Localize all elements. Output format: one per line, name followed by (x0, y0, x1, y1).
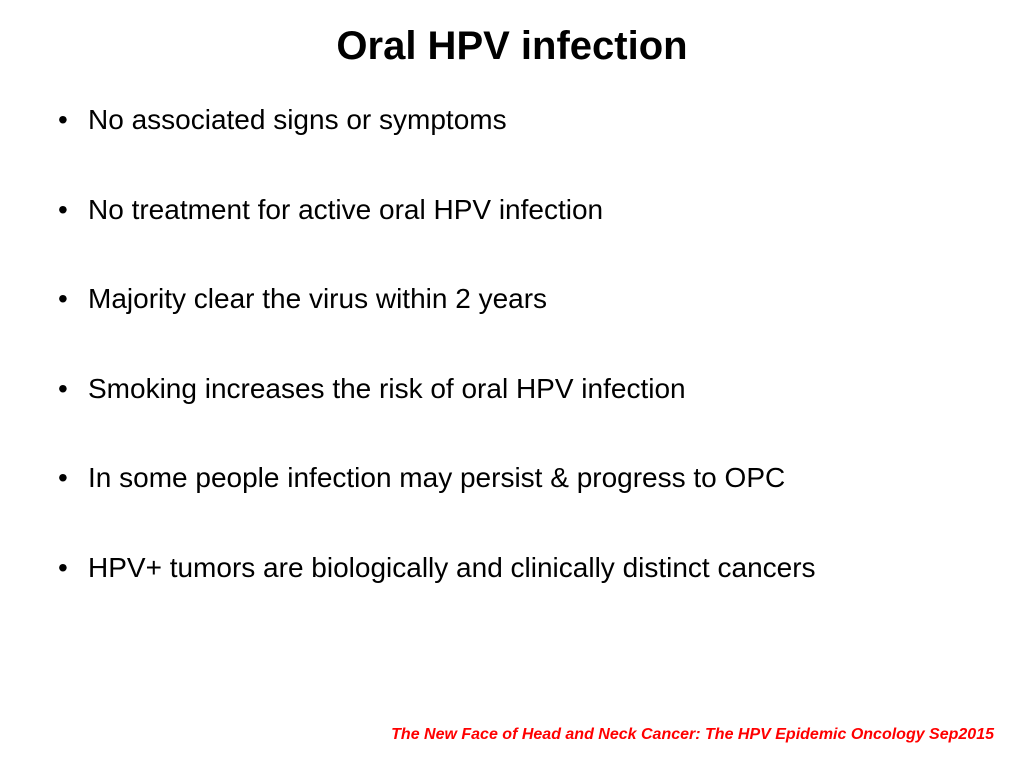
slide: Oral HPV infection No associated signs o… (0, 0, 1024, 768)
list-item: HPV+ tumors are biologically and clinica… (52, 551, 984, 585)
bullet-list: No associated signs or symptoms No treat… (40, 103, 984, 585)
list-item: No associated signs or symptoms (52, 103, 984, 137)
list-item: No treatment for active oral HPV infecti… (52, 193, 984, 227)
slide-footer: The New Face of Head and Neck Cancer: Th… (391, 726, 994, 744)
list-item: In some people infection may persist & p… (52, 461, 984, 495)
list-item: Smoking increases the risk of oral HPV i… (52, 372, 984, 406)
slide-title: Oral HPV infection (40, 24, 984, 69)
list-item: Majority clear the virus within 2 years (52, 282, 984, 316)
